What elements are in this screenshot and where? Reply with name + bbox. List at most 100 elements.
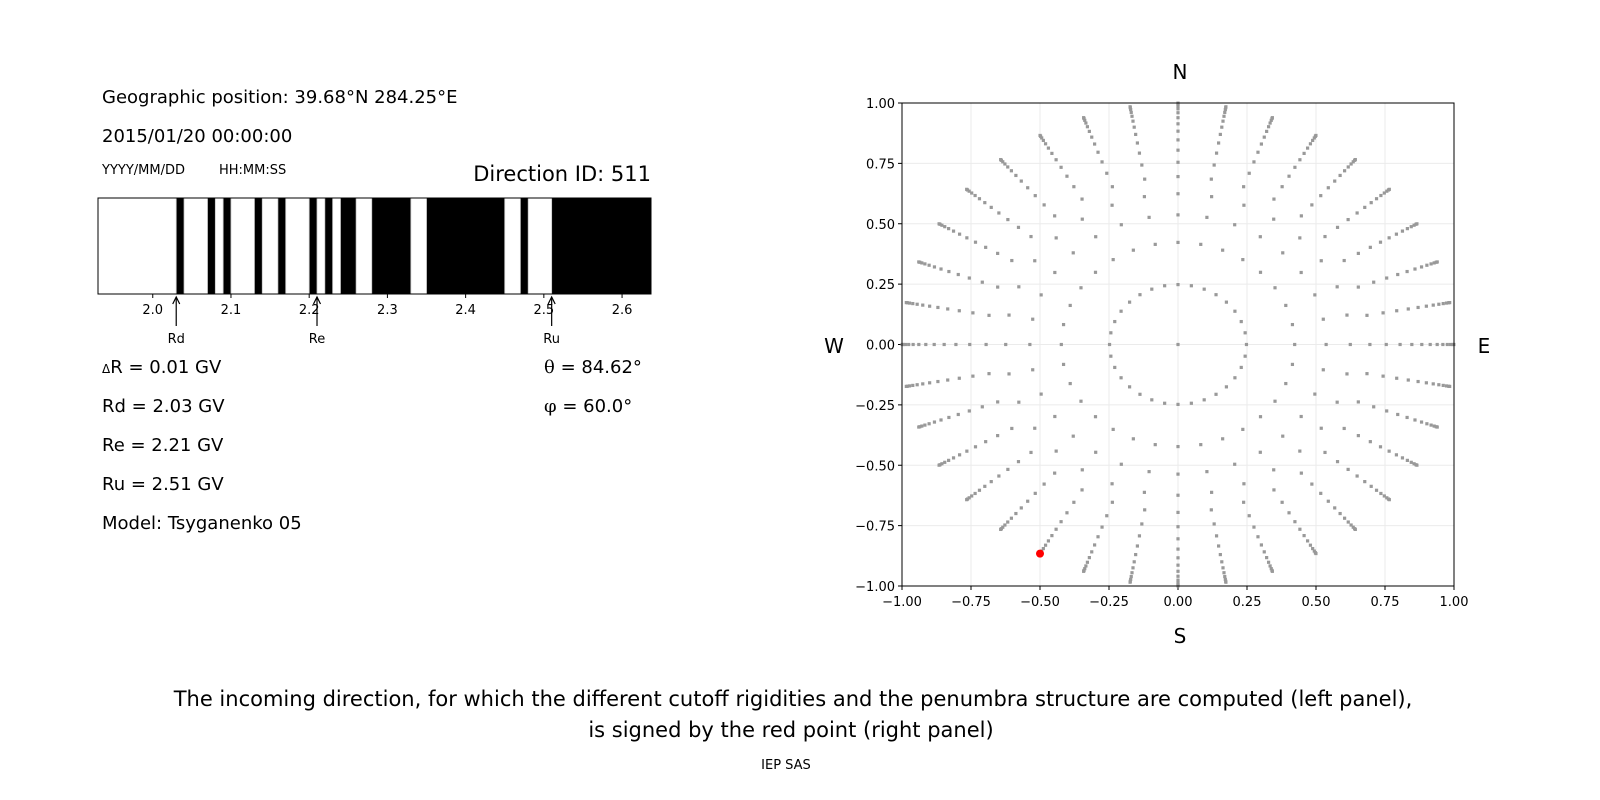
grid-point xyxy=(1394,232,1399,236)
grid-point xyxy=(1356,400,1360,404)
grid-point xyxy=(1233,223,1237,227)
grid-point xyxy=(1111,258,1115,262)
grid-point xyxy=(954,342,958,347)
grid-point xyxy=(1239,319,1243,324)
grid-point xyxy=(928,304,932,308)
grid-point xyxy=(1314,551,1318,556)
grid-point xyxy=(1323,450,1327,455)
grid-point xyxy=(996,285,1000,289)
re-value: Re = 2.21 GV xyxy=(102,435,224,456)
grid-point xyxy=(1365,313,1369,317)
theta-symbol: θ xyxy=(544,357,555,378)
grid-point xyxy=(1416,379,1420,384)
grid-point xyxy=(1348,342,1352,347)
allowed-band xyxy=(316,197,326,295)
grid-point xyxy=(917,342,921,347)
grid-point xyxy=(1010,426,1014,431)
grid-point xyxy=(967,189,971,193)
grid-point xyxy=(1212,522,1216,526)
grid-point xyxy=(1080,488,1084,492)
grid-point xyxy=(1176,472,1180,476)
grid-point xyxy=(1349,162,1353,166)
grid-point xyxy=(1372,280,1376,284)
grid-point xyxy=(1242,185,1246,189)
grid-point xyxy=(1176,174,1180,179)
grid-point xyxy=(987,372,991,376)
grid-point xyxy=(920,261,924,265)
grid-point xyxy=(1356,251,1360,255)
grid-point xyxy=(911,342,915,347)
grid-point xyxy=(1405,415,1409,420)
grid-point xyxy=(971,311,975,315)
grid-point xyxy=(1243,331,1247,335)
direction-id: Direction ID: 511 xyxy=(473,162,651,186)
x-tick-label: 2.3 xyxy=(377,303,398,318)
grid-point xyxy=(1043,142,1048,146)
grid-point xyxy=(1085,125,1090,129)
grid-point xyxy=(1342,258,1346,263)
grid-point xyxy=(1176,556,1180,560)
grid-point xyxy=(1019,506,1023,510)
grid-point xyxy=(1244,342,1249,347)
grid-point xyxy=(977,488,982,492)
grid-point xyxy=(1239,365,1243,370)
grid-point xyxy=(957,232,962,236)
marker-label-re: Re xyxy=(309,332,325,347)
grid-point xyxy=(927,422,931,426)
y-tick-label: 0.75 xyxy=(866,157,895,172)
grid-point xyxy=(1405,458,1409,462)
grid-point xyxy=(1209,508,1213,512)
grid-point xyxy=(932,342,936,347)
grid-point xyxy=(923,262,927,266)
grid-point xyxy=(1142,490,1146,494)
grid-point xyxy=(1026,499,1030,503)
compass-north: N xyxy=(1173,60,1188,84)
grid-point xyxy=(1221,566,1225,570)
grid-point xyxy=(1140,522,1144,526)
grid-point xyxy=(1432,424,1436,428)
grid-point xyxy=(1305,539,1310,543)
grid-point xyxy=(1113,319,1117,324)
caption-line-1: The incoming direction, for which the di… xyxy=(173,687,1413,711)
x-tick-label: 2.2 xyxy=(299,303,320,318)
grid-point xyxy=(1266,125,1271,129)
marker-label-rd: Rd xyxy=(168,332,185,347)
grid-point xyxy=(1026,186,1030,190)
grid-point xyxy=(1006,217,1010,222)
theta-text: = 84.62° xyxy=(555,357,642,378)
grid-point xyxy=(1050,151,1054,155)
grid-point xyxy=(1009,169,1014,173)
grid-point xyxy=(957,453,962,457)
grid-point xyxy=(1082,569,1086,573)
grid-point xyxy=(1419,265,1424,269)
grid-point xyxy=(1054,236,1058,240)
grid-point xyxy=(1381,311,1385,315)
grid-point xyxy=(1214,293,1218,297)
grid-point xyxy=(1326,499,1330,503)
grid-point xyxy=(970,494,974,498)
selected-direction-point xyxy=(1036,549,1044,558)
grid-point xyxy=(1176,574,1180,578)
grid-point xyxy=(1053,414,1057,419)
grid-point xyxy=(977,197,982,201)
grid-point xyxy=(1132,560,1136,564)
grid-point xyxy=(1368,245,1372,249)
grid-point xyxy=(1068,303,1072,308)
grid-point xyxy=(1130,114,1134,118)
grid-point xyxy=(1319,491,1323,495)
grid-point xyxy=(1431,382,1435,386)
grid-point xyxy=(1042,203,1046,207)
grid-point xyxy=(1425,263,1429,267)
grid-point xyxy=(1138,392,1142,396)
grid-point xyxy=(1280,500,1284,504)
grid-point xyxy=(1441,301,1445,306)
grid-point xyxy=(1085,560,1090,564)
grid-point xyxy=(1016,460,1021,464)
grid-point xyxy=(957,376,961,380)
grid-point xyxy=(1053,214,1057,218)
grid-point xyxy=(1259,142,1263,146)
grid-point xyxy=(1176,537,1180,541)
grid-point xyxy=(924,342,928,347)
grid-point xyxy=(1176,129,1180,133)
